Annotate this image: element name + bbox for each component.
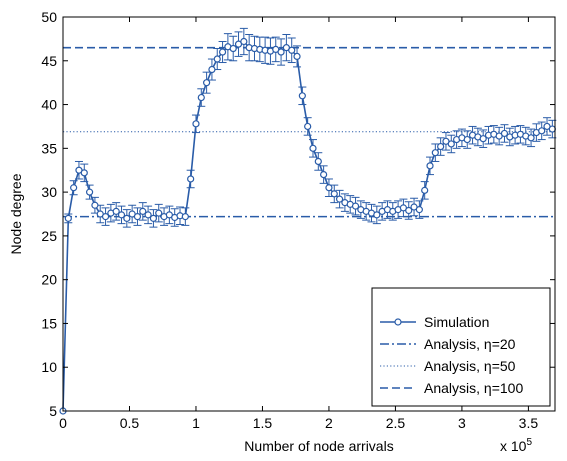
simulation-point: [64, 214, 72, 222]
simulation-point: [101, 213, 110, 221]
y-tick-label: 50: [41, 9, 57, 25]
simulation-point: [133, 213, 142, 221]
simulation-point: [117, 211, 126, 219]
simulation-point: [320, 171, 328, 179]
x-tick-label: 3: [458, 415, 466, 431]
simulation-point: [123, 214, 131, 222]
y-tick-label: 35: [41, 140, 57, 156]
x-tick-label: 0: [59, 415, 67, 431]
simulation-point: [335, 195, 344, 203]
legend-label: Analysis, η=50: [424, 358, 516, 374]
y-tick-label: 20: [41, 272, 57, 288]
legend-item: Simulation: [380, 314, 489, 330]
y-tick-label: 40: [41, 97, 57, 113]
simulation-point: [240, 37, 248, 46]
simulation-point: [85, 188, 94, 196]
simulation-point: [500, 129, 509, 138]
x-axis-multiplier-base: x 10: [500, 438, 527, 454]
simulation-point: [80, 169, 88, 177]
simulation-point: [426, 162, 434, 170]
x-tick-label: 1.5: [253, 415, 273, 431]
simulation-point: [70, 184, 78, 192]
x-axis-multiplier-exponent: 5: [526, 437, 532, 448]
simulation-point: [277, 48, 285, 56]
simulation-point: [373, 211, 381, 219]
legend-item: Analysis, η=100: [380, 380, 523, 396]
simulation-point: [325, 184, 333, 192]
x-tick-label: 1: [192, 415, 200, 431]
simulation-point: [437, 142, 445, 151]
simulation-point: [197, 93, 205, 102]
y-tick-label: 10: [41, 359, 57, 375]
y-tick-label: 25: [41, 228, 57, 244]
x-tick-label: 2.5: [386, 415, 406, 431]
y-tick-label: 5: [49, 403, 57, 419]
simulation-point: [192, 120, 200, 128]
legend-label: Simulation: [424, 314, 489, 330]
legend: Simulation Analysis, η=20 Analysis, η=50 An…: [371, 287, 551, 407]
simulation-point: [91, 201, 99, 209]
axis-ticks: 0 0.5 1 1.5 2 2.5 3 3.5 5 10 15 20 25 30 35 40 45 50: [41, 9, 555, 431]
y-tick-label: 30: [41, 184, 57, 200]
simulation-point: [330, 190, 338, 198]
y-axis-label: Node degree: [8, 173, 24, 254]
simulation-point: [203, 79, 211, 87]
simulation-point: [112, 207, 120, 215]
simulation-point: [421, 186, 429, 194]
simulation-point: [405, 206, 413, 215]
y-tick-label: 45: [41, 53, 57, 69]
simulation-point: [213, 55, 221, 63]
x-tick-label: 3.5: [519, 415, 539, 431]
simulation-point: [527, 134, 535, 142]
simulation-point: [538, 127, 546, 135]
simulation-point: [208, 65, 216, 74]
legend-item: Analysis, η=20: [380, 336, 516, 352]
simulation-point: [309, 144, 317, 152]
legend-label: Analysis, η=100: [424, 380, 523, 396]
simulation-point: [149, 214, 158, 222]
x-axis-label: Number of node arrivals: [244, 438, 393, 454]
simulation-point: [447, 140, 455, 148]
simulation-point: [298, 92, 306, 100]
simulation-series: [59, 37, 556, 415]
simulation-point: [218, 48, 227, 56]
simulation-point: [304, 122, 312, 131]
y-tick-label: 15: [41, 315, 57, 331]
simulation-point: [415, 206, 423, 214]
simulation-point: [155, 209, 163, 217]
simulation-point: [187, 175, 195, 183]
simulation-point: [351, 202, 360, 210]
simulation-point: [144, 211, 152, 219]
simulation-point: [181, 213, 189, 221]
simulation-point: [479, 135, 487, 143]
x-tick-label: 0.5: [120, 415, 140, 431]
simulation-point: [314, 157, 322, 166]
legend-box: [371, 287, 551, 407]
legend-marker: [394, 318, 402, 326]
legend-label: Analysis, η=20: [424, 336, 516, 352]
simulation-point: [229, 44, 237, 53]
legend-item: Analysis, η=50: [380, 358, 516, 374]
simulation-point: [139, 207, 147, 215]
x-axis-multiplier: x 105: [500, 437, 532, 454]
simulation-point: [288, 46, 296, 54]
simulation-point: [293, 52, 301, 61]
simulation-point: [463, 135, 471, 144]
simulation-point: [431, 149, 439, 157]
x-tick-label: 2: [325, 415, 333, 431]
simulation-point: [548, 125, 556, 133]
plot-frame: [62, 16, 556, 412]
